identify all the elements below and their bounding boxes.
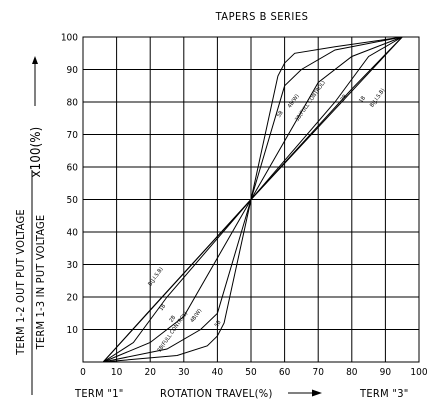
curve-b-j-i-s-b	[102, 36, 403, 363]
x-tick-label: 20	[144, 367, 156, 378]
x-tick-label: 40	[212, 367, 224, 378]
x-tick-label: 100	[410, 367, 427, 378]
curves	[102, 36, 403, 363]
y-tick-label: 50	[67, 195, 79, 206]
x-axis-arrow	[288, 389, 322, 397]
x-tick-label: 10	[111, 367, 123, 378]
curve-label: 5B	[276, 110, 285, 119]
curve-label: 2B	[340, 93, 349, 102]
y-tick-label: 100	[61, 33, 78, 44]
grid	[82, 36, 420, 363]
y-tick-label: 40	[67, 228, 79, 239]
y-tick-label: 10	[67, 325, 79, 336]
curve-label: 1B	[358, 95, 367, 104]
curve-label: 5B	[214, 319, 223, 328]
y-axis-label-numerator: TERM 1-2 OUT PUT VOLTAGE	[14, 209, 27, 356]
y-tick-label: 70	[67, 130, 79, 141]
y-tick-label: 20	[67, 293, 79, 304]
x-tick-label: 30	[178, 367, 190, 378]
x-tick-label: 90	[380, 367, 392, 378]
tick-labels: 0 10 20 30 40 50 60 70 80 90 100 10 20 30 40 50 60 70 80 90…	[61, 33, 428, 379]
curve-label: 2B	[169, 314, 178, 323]
term-3-label: TERM "3"	[359, 387, 409, 400]
y-tick-label: 60	[67, 163, 79, 174]
x-tick-label: 70	[312, 367, 324, 378]
y-tick-label: 90	[67, 65, 79, 76]
y-axis-arrow	[32, 56, 38, 106]
y-axis-label-denominator: TERM 1-3 IN PUT VOLTAGE	[34, 215, 47, 351]
y-tick-label: 30	[67, 260, 79, 271]
curve-label: 1B	[158, 303, 167, 312]
chart-title: TAPERS B SERIES	[215, 10, 309, 23]
y-axis-factor: x100(%)	[29, 127, 44, 178]
x-axis-label: ROTATION TRAVEL(%)	[160, 387, 273, 400]
curve-label: 4B(W)	[287, 93, 301, 109]
y-tick-label: 80	[67, 98, 79, 109]
curve-label: B(J.I.S.B)	[369, 88, 386, 109]
term-1-label: TERM "1"	[74, 387, 124, 400]
curve-label: 4B(W)	[190, 308, 204, 324]
x-tick-label: 50	[245, 367, 257, 378]
x-tick-label: 80	[346, 367, 358, 378]
x-tick-label: 60	[279, 367, 291, 378]
x-tick-label: 0	[80, 367, 86, 378]
